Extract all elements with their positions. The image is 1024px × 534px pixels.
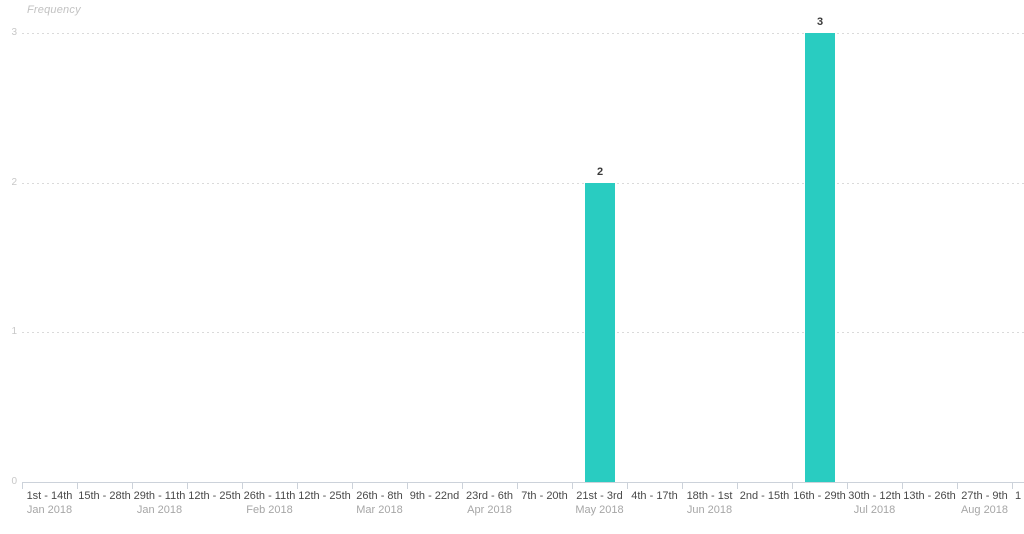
x-axis-tick — [792, 483, 793, 489]
x-axis-category-label: 29th - 11th Jan 2018 — [132, 490, 187, 517]
x-axis-tick — [297, 483, 298, 489]
bar-value-label: 2 — [596, 166, 604, 178]
x-axis-range-label: 16th - 29th — [793, 490, 846, 502]
x-axis-category-label: 1st - 14th Jan 2018 — [22, 490, 77, 517]
y-axis-tick-label: 3 — [11, 27, 17, 38]
x-axis-category-label: 2nd - 15th — [737, 490, 792, 503]
x-axis-line — [22, 482, 1024, 483]
x-axis-tick — [682, 483, 683, 489]
x-axis-month-label: Mar 2018 — [356, 504, 403, 516]
x-axis-tick — [407, 483, 408, 489]
x-axis-category-label: 13th - 26th — [902, 490, 957, 503]
x-axis-range-label: 12th - 25th — [188, 490, 241, 502]
x-axis-tick — [517, 483, 518, 489]
x-axis-category-label: 18th - 1st Jun 2018 — [682, 490, 737, 517]
y-axis-tick-label: 1 — [11, 326, 17, 337]
x-axis-tick — [132, 483, 133, 489]
y-axis-tick-label: 0 — [11, 476, 17, 487]
x-axis-month-label: May 2018 — [575, 504, 624, 516]
x-axis-category-label: 4th - 17th — [627, 490, 682, 503]
x-axis-range-label: 7th - 20th — [521, 490, 568, 502]
x-axis-range-label: 29th - 11th — [133, 490, 186, 502]
y-axis-tick-label: 2 — [11, 177, 17, 188]
x-axis-tick — [847, 483, 848, 489]
x-axis-category-label: 27th - 9th Aug 2018 — [957, 490, 1012, 517]
x-axis-range-label: 9th - 22nd — [409, 490, 460, 502]
x-axis-range-label: 4th - 17th — [631, 490, 678, 502]
x-axis-category-label: 26th - 8th Mar 2018 — [352, 490, 407, 517]
x-axis-range-label: 1 — [1015, 490, 1022, 502]
gridline-y1 — [22, 332, 1024, 333]
x-axis-tick — [572, 483, 573, 489]
x-axis-month-label: Jan 2018 — [26, 504, 73, 516]
x-axis-month-label: Jul 2018 — [853, 504, 896, 516]
x-axis-month-label: Jun 2018 — [686, 504, 733, 516]
x-axis-category-label: 7th - 20th — [517, 490, 572, 503]
x-axis-tick — [1012, 483, 1013, 489]
x-axis-category-label: 30th - 12th Jul 2018 — [847, 490, 902, 517]
x-axis-range-label: 23rd - 6th — [465, 490, 514, 502]
x-axis-category-label: 23rd - 6th Apr 2018 — [462, 490, 517, 517]
gridline-y3 — [22, 33, 1024, 34]
x-axis-tick — [242, 483, 243, 489]
x-axis-category-label: 15th - 28th — [77, 490, 132, 503]
x-axis-category-label: 12th - 25th — [187, 490, 242, 503]
x-axis-range-label: 26th - 8th — [356, 490, 403, 502]
gridline-y2 — [22, 183, 1024, 184]
x-axis-category-label: 21st - 3rd May 2018 — [572, 490, 627, 517]
x-axis-tick — [957, 483, 958, 489]
x-axis-range-label: 26th - 11th — [243, 490, 296, 502]
x-axis-range-label: 27th - 9th — [961, 490, 1008, 502]
x-axis-range-label: 13th - 26th — [903, 490, 956, 502]
x-axis-category-label: 1 — [1012, 490, 1024, 503]
x-axis-range-label: 12th - 25th — [298, 490, 351, 502]
x-axis-tick — [352, 483, 353, 489]
y-axis-title: Frequency — [27, 4, 81, 16]
x-axis-range-label: 30th - 12th — [848, 490, 901, 502]
x-axis-tick — [77, 483, 78, 489]
bar-value-label: 3 — [816, 16, 824, 28]
x-axis-range-label: 2nd - 15th — [739, 490, 790, 502]
x-axis-month-label: Aug 2018 — [960, 504, 1009, 516]
x-axis-range-label: 1st - 14th — [26, 490, 73, 502]
frequency-bar[interactable] — [805, 33, 835, 482]
x-axis-category-label: 9th - 22nd — [407, 490, 462, 503]
x-axis-category-label: 12th - 25th — [297, 490, 352, 503]
x-axis-category-label: 26th - 11th Feb 2018 — [242, 490, 297, 517]
frequency-bar[interactable] — [585, 183, 615, 482]
x-axis-range-label: 15th - 28th — [78, 490, 131, 502]
x-axis-month-label: Feb 2018 — [246, 504, 293, 516]
x-axis-category-label: 16th - 29th — [792, 490, 847, 503]
x-axis-tick — [462, 483, 463, 489]
x-axis-tick — [737, 483, 738, 489]
x-axis-month-label: Jan 2018 — [136, 504, 183, 516]
x-axis-tick — [902, 483, 903, 489]
x-axis-range-label: 21st - 3rd — [576, 490, 623, 502]
x-axis-tick — [22, 483, 23, 489]
x-axis-range-label: 18th - 1st — [686, 490, 733, 502]
x-axis-tick — [187, 483, 188, 489]
x-axis-month-label: Apr 2018 — [467, 504, 512, 516]
x-axis-tick — [627, 483, 628, 489]
